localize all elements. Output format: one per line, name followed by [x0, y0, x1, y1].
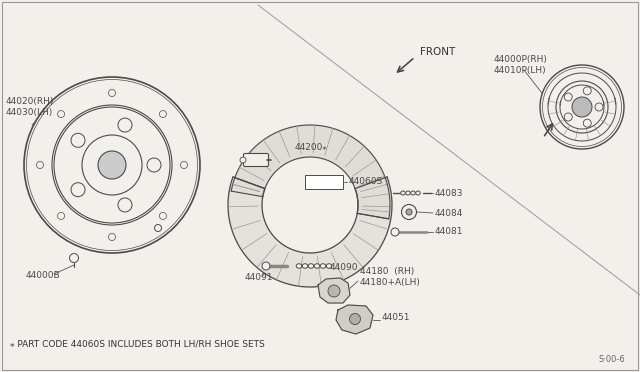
Text: 44083: 44083	[435, 189, 463, 198]
Text: 44091: 44091	[245, 273, 273, 282]
Circle shape	[240, 157, 246, 163]
Text: 44180  (RH)
44180+A(LH): 44180 (RH) 44180+A(LH)	[360, 267, 421, 287]
Polygon shape	[318, 278, 350, 303]
Circle shape	[71, 133, 85, 147]
Ellipse shape	[52, 105, 172, 225]
Ellipse shape	[406, 191, 410, 195]
Polygon shape	[228, 177, 392, 287]
Circle shape	[147, 158, 161, 172]
Polygon shape	[336, 305, 373, 334]
Text: S·00-6: S·00-6	[598, 356, 625, 365]
Circle shape	[154, 224, 161, 231]
Ellipse shape	[296, 264, 301, 268]
Circle shape	[583, 119, 591, 127]
Ellipse shape	[556, 81, 608, 133]
Bar	[305, 175, 343, 189]
Circle shape	[70, 253, 79, 263]
Text: 44060S: 44060S	[349, 177, 383, 186]
Circle shape	[118, 198, 132, 212]
Circle shape	[391, 228, 399, 236]
Circle shape	[262, 262, 270, 270]
Text: 44081: 44081	[435, 228, 463, 237]
Circle shape	[71, 183, 85, 197]
FancyBboxPatch shape	[243, 154, 269, 167]
Circle shape	[583, 87, 591, 95]
Ellipse shape	[26, 80, 198, 250]
Ellipse shape	[572, 97, 592, 117]
Ellipse shape	[308, 264, 314, 268]
Circle shape	[349, 314, 360, 324]
Ellipse shape	[543, 67, 621, 147]
Ellipse shape	[82, 135, 142, 195]
Circle shape	[109, 234, 115, 241]
Text: ⁎ PART CODE 44060S INCLUDES BOTH LH/RH SHOE SETS: ⁎ PART CODE 44060S INCLUDES BOTH LH/RH S…	[10, 340, 265, 349]
Circle shape	[564, 113, 572, 121]
Circle shape	[58, 212, 65, 219]
Text: 44000P(RH)
44010P(LH): 44000P(RH) 44010P(LH)	[494, 55, 548, 75]
Ellipse shape	[24, 77, 200, 253]
Text: 44090: 44090	[330, 263, 358, 273]
Circle shape	[36, 161, 44, 169]
Text: 44084: 44084	[435, 208, 463, 218]
Text: 44200⁎: 44200⁎	[295, 144, 328, 153]
Ellipse shape	[320, 264, 326, 268]
Ellipse shape	[401, 191, 405, 195]
Ellipse shape	[54, 107, 170, 223]
Polygon shape	[231, 125, 390, 219]
Ellipse shape	[98, 151, 126, 179]
Ellipse shape	[540, 65, 624, 149]
Ellipse shape	[314, 264, 320, 268]
Circle shape	[406, 209, 412, 215]
Ellipse shape	[326, 264, 332, 268]
Circle shape	[159, 110, 166, 118]
Text: 44020(RH)
44030(LH): 44020(RH) 44030(LH)	[6, 97, 54, 117]
Text: 44051: 44051	[382, 314, 410, 323]
Ellipse shape	[411, 191, 415, 195]
Ellipse shape	[416, 191, 420, 195]
Circle shape	[595, 103, 603, 111]
Text: 44000B: 44000B	[26, 272, 61, 280]
Circle shape	[401, 205, 417, 219]
Circle shape	[328, 285, 340, 297]
Circle shape	[159, 212, 166, 219]
Circle shape	[58, 110, 65, 118]
Circle shape	[109, 90, 115, 96]
Circle shape	[118, 118, 132, 132]
Circle shape	[180, 161, 188, 169]
Circle shape	[564, 93, 572, 101]
Ellipse shape	[302, 264, 308, 268]
Text: FRONT: FRONT	[420, 47, 455, 57]
